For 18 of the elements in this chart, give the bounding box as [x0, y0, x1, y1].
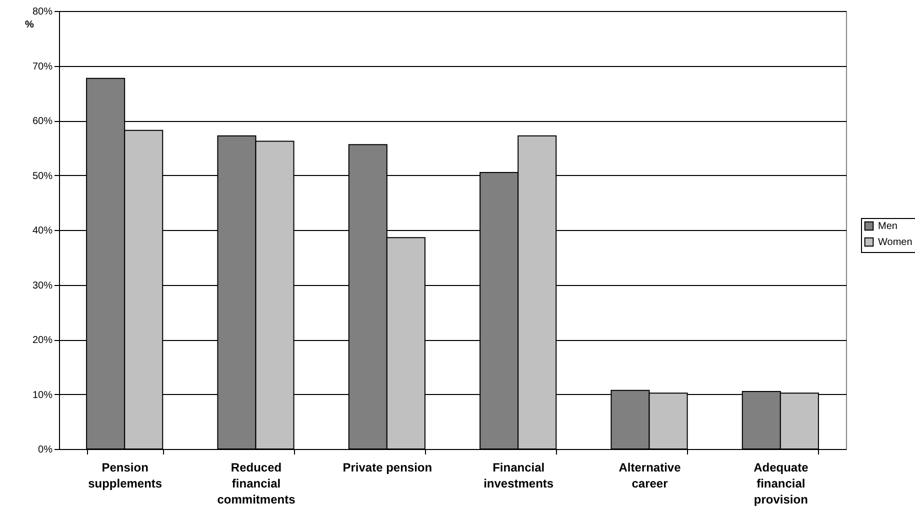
y-tick-label: 80% — [32, 6, 53, 18]
y-tick-label: 40% — [32, 226, 53, 236]
y-tick-label: 10% — [32, 390, 53, 401]
legend-label: Men — [878, 221, 898, 232]
y-axis-title: % — [25, 20, 34, 30]
y-tick-label: 70% — [32, 61, 53, 72]
x-tick-label: Alternative career — [618, 460, 682, 490]
x-tick-label: Private pension — [342, 460, 432, 474]
x-tick-label: Reduced financial commitments — [217, 460, 296, 506]
y-tick-label: 60% — [32, 116, 53, 127]
x-tick-label: Financial investments — [484, 460, 554, 490]
y-tick-label: 20% — [32, 335, 53, 346]
x-tick-label: Adequate financial provision — [754, 460, 809, 506]
y-tick-label: 30% — [32, 280, 53, 292]
y-tick-label: 0% — [38, 444, 53, 456]
x-tick-label: Pension supplements — [88, 460, 162, 490]
legend-label: Women — [878, 237, 912, 248]
y-tick-label: 50% — [32, 170, 53, 182]
